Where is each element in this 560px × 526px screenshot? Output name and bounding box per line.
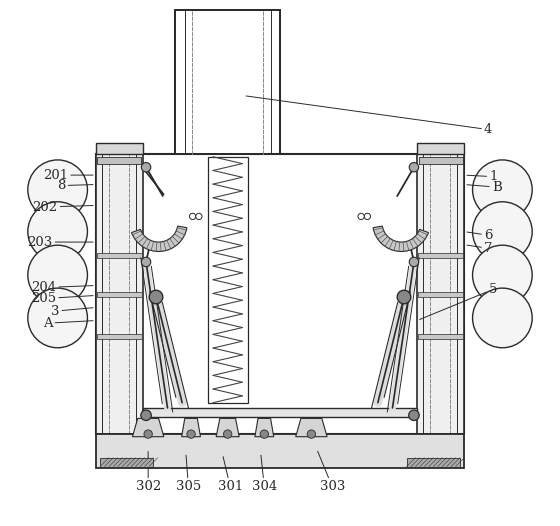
- Polygon shape: [175, 11, 280, 154]
- Polygon shape: [97, 157, 141, 164]
- Circle shape: [28, 202, 87, 261]
- Circle shape: [473, 288, 532, 348]
- Text: 204: 204: [31, 281, 93, 294]
- Text: 203: 203: [27, 236, 93, 249]
- Text: 4: 4: [246, 96, 492, 136]
- Circle shape: [307, 430, 316, 438]
- Polygon shape: [418, 252, 463, 258]
- Circle shape: [409, 257, 419, 267]
- Circle shape: [28, 245, 87, 305]
- Polygon shape: [407, 458, 460, 467]
- Circle shape: [189, 214, 196, 219]
- Text: 3: 3: [51, 305, 93, 318]
- Wedge shape: [373, 226, 428, 251]
- Text: A: A: [43, 317, 93, 330]
- Circle shape: [358, 214, 364, 219]
- Polygon shape: [100, 458, 153, 467]
- Circle shape: [473, 202, 532, 261]
- Circle shape: [141, 163, 151, 172]
- Circle shape: [187, 430, 195, 438]
- Polygon shape: [96, 154, 464, 434]
- Circle shape: [196, 214, 202, 219]
- Circle shape: [364, 214, 371, 219]
- Text: 205: 205: [31, 292, 93, 305]
- Circle shape: [141, 410, 151, 420]
- Circle shape: [144, 430, 152, 438]
- Text: 7: 7: [467, 242, 493, 255]
- Circle shape: [397, 290, 411, 304]
- Polygon shape: [97, 252, 142, 258]
- Polygon shape: [175, 11, 280, 154]
- Polygon shape: [255, 418, 274, 437]
- Text: 304: 304: [251, 455, 277, 493]
- Circle shape: [260, 430, 268, 438]
- Text: 1: 1: [467, 170, 498, 183]
- Circle shape: [141, 257, 151, 267]
- Text: 5: 5: [419, 282, 498, 319]
- Polygon shape: [417, 154, 464, 434]
- Text: 8: 8: [57, 179, 93, 192]
- Circle shape: [223, 430, 232, 438]
- Polygon shape: [96, 154, 143, 434]
- Polygon shape: [133, 418, 164, 437]
- Text: 201: 201: [43, 169, 93, 181]
- Polygon shape: [97, 292, 142, 297]
- Polygon shape: [418, 292, 463, 297]
- Text: 301: 301: [218, 457, 243, 493]
- Polygon shape: [181, 418, 200, 437]
- Polygon shape: [96, 434, 464, 468]
- Text: 303: 303: [318, 451, 345, 493]
- Polygon shape: [143, 408, 417, 417]
- Circle shape: [28, 288, 87, 348]
- Circle shape: [149, 290, 163, 304]
- Circle shape: [473, 160, 532, 219]
- Text: 202: 202: [32, 200, 93, 214]
- Text: B: B: [467, 180, 502, 194]
- Polygon shape: [216, 418, 239, 437]
- Text: 302: 302: [136, 451, 161, 493]
- Polygon shape: [296, 418, 327, 437]
- Polygon shape: [97, 333, 142, 339]
- Circle shape: [409, 410, 419, 420]
- Circle shape: [473, 245, 532, 305]
- Wedge shape: [132, 226, 187, 251]
- Circle shape: [409, 163, 419, 172]
- Text: 6: 6: [467, 229, 493, 242]
- Circle shape: [28, 160, 87, 219]
- Polygon shape: [208, 157, 248, 403]
- Text: 305: 305: [176, 455, 201, 493]
- Polygon shape: [419, 157, 463, 164]
- Polygon shape: [418, 333, 463, 339]
- Polygon shape: [417, 143, 464, 154]
- Polygon shape: [96, 143, 143, 154]
